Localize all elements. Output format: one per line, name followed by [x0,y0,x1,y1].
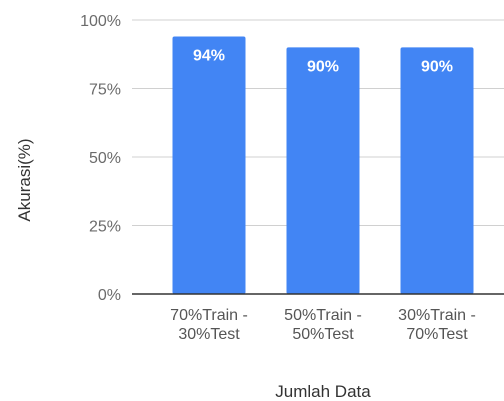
y-tick-label: 100% [80,13,121,30]
x-category-label-line: 30%Test [178,326,240,343]
data-labels: 94% 90% 90% [193,47,453,75]
y-tick-label: 0% [98,287,121,304]
bar [172,36,246,294]
data-label: 90% [307,58,339,75]
data-label: 90% [421,58,453,75]
y-tick-label: 50% [89,150,121,167]
x-category-label: 70%Train - 30%Test [170,307,248,343]
x-axis-categories: 70%Train - 30%Test 50%Train - 50%Test 30%Tra… [170,307,476,343]
data-label: 94% [193,47,225,64]
x-axis-title: Jumlah Data [275,382,371,401]
x-category-label-line: 70%Train - [170,307,248,324]
y-axis-ticks: 0% 25% 50% 75% 100% [80,13,121,304]
y-tick-label: 25% [89,219,121,236]
bar [286,47,360,295]
y-tick-label: 75% [89,82,121,99]
x-category-label: 30%Train - 70%Test [398,307,476,343]
x-category-label: 50%Train - 50%Test [284,307,362,343]
bar [400,47,474,295]
bars [172,36,474,295]
y-axis-title: Akurasi(%) [15,138,34,221]
x-category-label-line: 50%Test [292,326,354,343]
x-category-label-line: 70%Test [406,326,468,343]
x-category-label-line: 30%Train - [398,307,476,324]
x-category-label-line: 50%Train - [284,307,362,324]
